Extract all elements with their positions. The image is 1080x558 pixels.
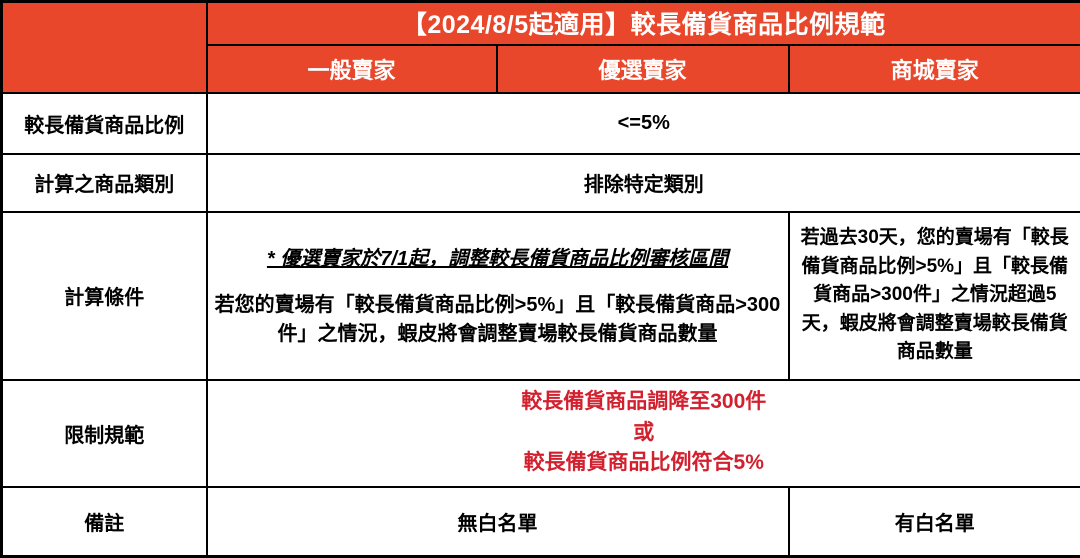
limit-line-1: 較長備貨商品調降至300件: [214, 387, 1075, 417]
table-row: 計算之商品類別 排除特定類別: [2, 154, 1080, 212]
condition-note: * 優選賣家於7/1起，調整較長備貨商品比例審核區間: [214, 242, 782, 271]
column-header-mall-seller: 商城賣家: [789, 45, 1080, 93]
condition-body: 若您的賣場有「較長備貨商品比例>5%」且「較長備貨商品>300件」之情況，蝦皮將…: [214, 291, 782, 349]
table-row: 較長備貨商品比例 <=5%: [2, 93, 1080, 154]
table-row: 備註 無白名單 有白名單: [2, 487, 1080, 557]
table-row: 限制規範 較長備貨商品調降至300件 或 較長備貨商品比例符合5%: [2, 380, 1080, 487]
category-value: 排除特定類別: [207, 154, 1080, 212]
limit-line-3: 較長備貨商品比例符合5%: [214, 448, 1075, 478]
condition-mall-cell: 若過去30天，您的賣場有「較長備貨商品比例>5%」且「較長備貨商品>300件」之…: [789, 212, 1080, 380]
column-header-preferred-seller: 優選賣家: [497, 45, 789, 93]
ratio-value: <=5%: [207, 93, 1080, 154]
row-label-limit: 限制規範: [2, 380, 207, 487]
row-label-condition: 計算條件: [2, 212, 207, 380]
condition-general-preferred-cell: * 優選賣家於7/1起，調整較長備貨商品比例審核區間 若您的賣場有「較長備貨商品…: [207, 212, 789, 380]
row-label-category: 計算之商品類別: [2, 154, 207, 212]
row-label-ratio: 較長備貨商品比例: [2, 93, 207, 154]
table-title: 【2024/8/5起適用】較長備貨商品比例規範: [207, 2, 1080, 45]
limit-line-2: 或: [214, 418, 1075, 448]
row-label-remark: 備註: [2, 487, 207, 557]
corner-cell: [2, 2, 207, 93]
remark-general-preferred: 無白名單: [207, 487, 789, 557]
remark-mall: 有白名單: [789, 487, 1080, 557]
column-header-general-seller: 一般賣家: [207, 45, 497, 93]
table-row: 計算條件 * 優選賣家於7/1起，調整較長備貨商品比例審核區間 若您的賣場有「較…: [2, 212, 1080, 380]
limit-value-cell: 較長備貨商品調降至300件 或 較長備貨商品比例符合5%: [207, 380, 1080, 487]
